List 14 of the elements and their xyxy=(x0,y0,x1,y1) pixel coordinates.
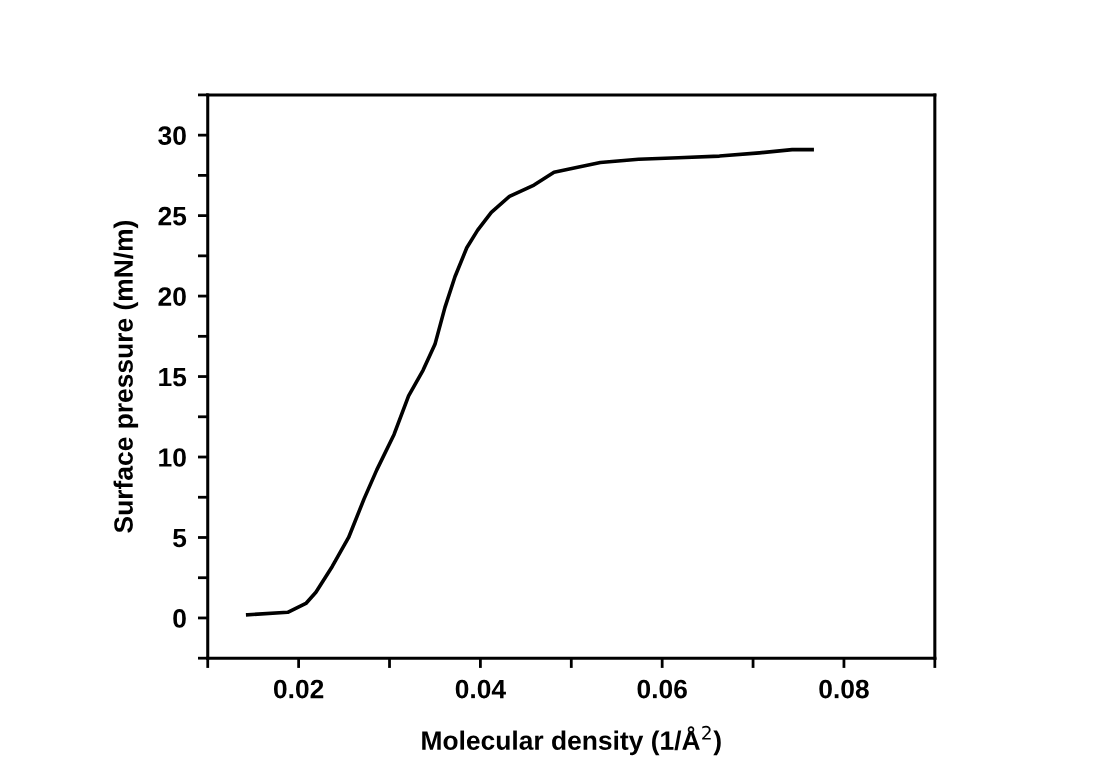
x-axis-title: Molecular density (1/Å$^{2}$) xyxy=(422,725,721,756)
y-tick-label: 5 xyxy=(173,528,187,548)
x-tick-label: 0.08 xyxy=(819,679,869,699)
x-tick-label: 0.06 xyxy=(637,679,687,699)
y-tick-label: 25 xyxy=(158,206,187,226)
y-tick-label: 0 xyxy=(173,609,186,628)
y-tick-label: 15 xyxy=(159,367,187,387)
y-tick-label: 20 xyxy=(158,287,186,306)
line-series xyxy=(245,147,814,617)
y-tick-label: 10 xyxy=(159,448,186,467)
y-axis-title: Surface pressure (mN/m) xyxy=(113,220,139,533)
y-tick-label: 30 xyxy=(158,126,186,146)
x-tick-label: 0.04 xyxy=(455,679,506,699)
x-tick-label: 0.02 xyxy=(273,679,324,699)
